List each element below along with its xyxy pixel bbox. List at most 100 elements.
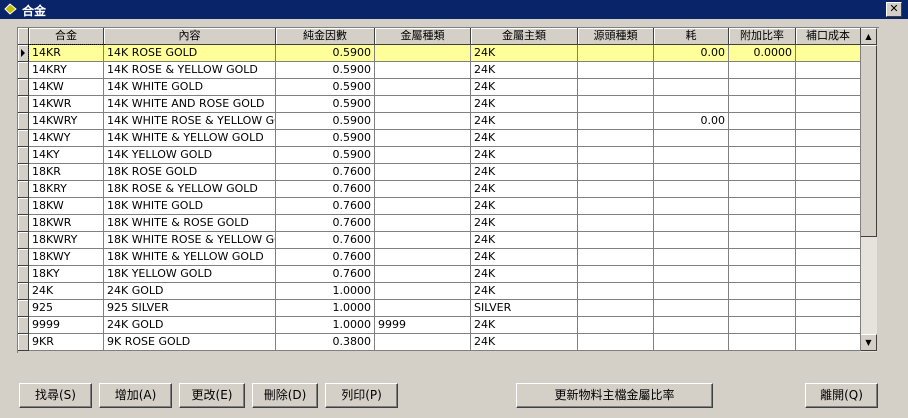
- grid-cell[interactable]: 9999: [29, 317, 104, 334]
- grid-cell[interactable]: [654, 181, 729, 198]
- grid-cell[interactable]: [654, 198, 729, 215]
- grid-cell[interactable]: 24K: [471, 198, 578, 215]
- grid-cell[interactable]: [796, 300, 861, 317]
- grid-cell[interactable]: 0.3800: [276, 334, 375, 351]
- grid-cell[interactable]: [729, 334, 796, 351]
- grid-cell[interactable]: [654, 79, 729, 96]
- grid-cell[interactable]: 925 SILVER: [104, 300, 276, 317]
- grid-cell[interactable]: [654, 62, 729, 79]
- row-indicator[interactable]: [18, 317, 29, 334]
- grid-cell[interactable]: [578, 181, 654, 198]
- grid-cell[interactable]: [796, 283, 861, 300]
- grid-cell[interactable]: [796, 96, 861, 113]
- grid-cell[interactable]: 0.7600: [276, 215, 375, 232]
- button[interactable]: 刪除(D): [252, 383, 318, 408]
- grid-cell[interactable]: 18KWY: [29, 249, 104, 266]
- grid-cell[interactable]: 0.5900: [276, 62, 375, 79]
- grid-cell[interactable]: [375, 249, 471, 266]
- grid-cell[interactable]: [375, 113, 471, 130]
- grid-cell[interactable]: [796, 181, 861, 198]
- row-indicator[interactable]: [18, 45, 29, 62]
- grid-cell[interactable]: [729, 62, 796, 79]
- grid-cell[interactable]: [578, 283, 654, 300]
- grid-cell[interactable]: 18KW: [29, 198, 104, 215]
- grid-cell[interactable]: 14KR: [28, 44, 105, 63]
- grid-cell[interactable]: [654, 317, 729, 334]
- grid-cell[interactable]: [796, 334, 861, 351]
- grid-cell[interactable]: [796, 164, 861, 181]
- grid-cell[interactable]: 18K WHITE ROSE & YELLOW GO: [104, 232, 276, 249]
- grid-cell[interactable]: 18KWRY: [29, 232, 104, 249]
- grid-cell[interactable]: [375, 334, 471, 351]
- grid-cell[interactable]: 14K WHITE AND ROSE GOLD: [104, 96, 276, 113]
- grid-cell[interactable]: [796, 198, 861, 215]
- grid-cell[interactable]: [654, 266, 729, 283]
- button[interactable]: 更新物料主檔金屬比率: [516, 383, 713, 408]
- grid-cell[interactable]: [729, 215, 796, 232]
- grid-cell[interactable]: 18KR: [29, 164, 104, 181]
- grid-cell[interactable]: 0.00: [654, 113, 729, 130]
- grid-cell[interactable]: 24K GOLD: [104, 283, 276, 300]
- row-indicator[interactable]: [18, 198, 29, 215]
- grid-cell[interactable]: [729, 96, 796, 113]
- grid-cell[interactable]: [578, 198, 654, 215]
- grid-cell[interactable]: [654, 96, 729, 113]
- grid-cell[interactable]: 24K: [471, 79, 578, 96]
- grid-cell[interactable]: [578, 96, 654, 113]
- grid-cell[interactable]: 1.0000: [276, 300, 375, 317]
- grid-cell[interactable]: 24K: [471, 130, 578, 147]
- grid-cell[interactable]: 18K ROSE & YELLOW GOLD: [104, 181, 276, 198]
- row-indicator[interactable]: [18, 249, 29, 266]
- grid-cell[interactable]: 18K WHITE & ROSE GOLD: [104, 215, 276, 232]
- grid-cell[interactable]: [796, 79, 861, 96]
- grid-cell[interactable]: 14KWR: [29, 96, 104, 113]
- grid-cell[interactable]: 1.0000: [276, 317, 375, 334]
- row-indicator[interactable]: [18, 215, 29, 232]
- grid-cell[interactable]: 14K WHITE ROSE & YELLOW GO: [104, 113, 276, 130]
- grid-cell[interactable]: [796, 147, 861, 164]
- grid-cell[interactable]: [729, 317, 796, 334]
- grid-cell[interactable]: [729, 79, 796, 96]
- grid-cell[interactable]: [578, 45, 654, 62]
- button[interactable]: 增加(A): [99, 383, 172, 408]
- grid-cell[interactable]: [729, 198, 796, 215]
- grid-cell[interactable]: 24K: [471, 283, 578, 300]
- grid-cell[interactable]: 14K WHITE & YELLOW GOLD: [104, 130, 276, 147]
- grid-cell[interactable]: 9KR: [29, 334, 104, 351]
- grid-cell[interactable]: [578, 317, 654, 334]
- grid-cell[interactable]: [654, 215, 729, 232]
- grid-cell[interactable]: 24K: [471, 96, 578, 113]
- grid-cell[interactable]: 0.5900: [276, 45, 375, 62]
- row-indicator[interactable]: [18, 79, 29, 96]
- button[interactable]: 離開(Q): [805, 383, 878, 408]
- row-indicator[interactable]: [18, 232, 29, 249]
- grid-cell[interactable]: [578, 334, 654, 351]
- grid-cell[interactable]: [375, 215, 471, 232]
- grid-cell[interactable]: 18K WHITE & YELLOW GOLD: [104, 249, 276, 266]
- row-indicator[interactable]: [18, 334, 29, 351]
- grid-cell[interactable]: [578, 147, 654, 164]
- close-button[interactable]: ✕: [886, 2, 902, 17]
- grid-cell[interactable]: [729, 283, 796, 300]
- grid-cell[interactable]: 24K: [471, 317, 578, 334]
- grid-cell[interactable]: [578, 113, 654, 130]
- grid-cell[interactable]: [654, 232, 729, 249]
- grid-cell[interactable]: [578, 249, 654, 266]
- grid-cell[interactable]: [375, 232, 471, 249]
- grid-cell[interactable]: [375, 283, 471, 300]
- grid-cell[interactable]: 9999: [375, 317, 471, 334]
- grid-cell[interactable]: [654, 300, 729, 317]
- grid-cell[interactable]: 0.00: [654, 45, 729, 62]
- button[interactable]: 列印(P): [325, 383, 398, 408]
- grid-cell[interactable]: [375, 79, 471, 96]
- row-indicator[interactable]: [18, 300, 29, 317]
- grid-cell[interactable]: 24K: [471, 215, 578, 232]
- grid-cell[interactable]: 0.5900: [276, 147, 375, 164]
- grid-cell[interactable]: 18KRY: [29, 181, 104, 198]
- grid-cell[interactable]: 18K ROSE GOLD: [104, 164, 276, 181]
- grid-cell[interactable]: [654, 164, 729, 181]
- grid-cell[interactable]: [578, 79, 654, 96]
- grid-cell[interactable]: 24K GOLD: [104, 317, 276, 334]
- grid-cell[interactable]: 24K: [471, 266, 578, 283]
- button[interactable]: 找尋(S): [19, 383, 92, 408]
